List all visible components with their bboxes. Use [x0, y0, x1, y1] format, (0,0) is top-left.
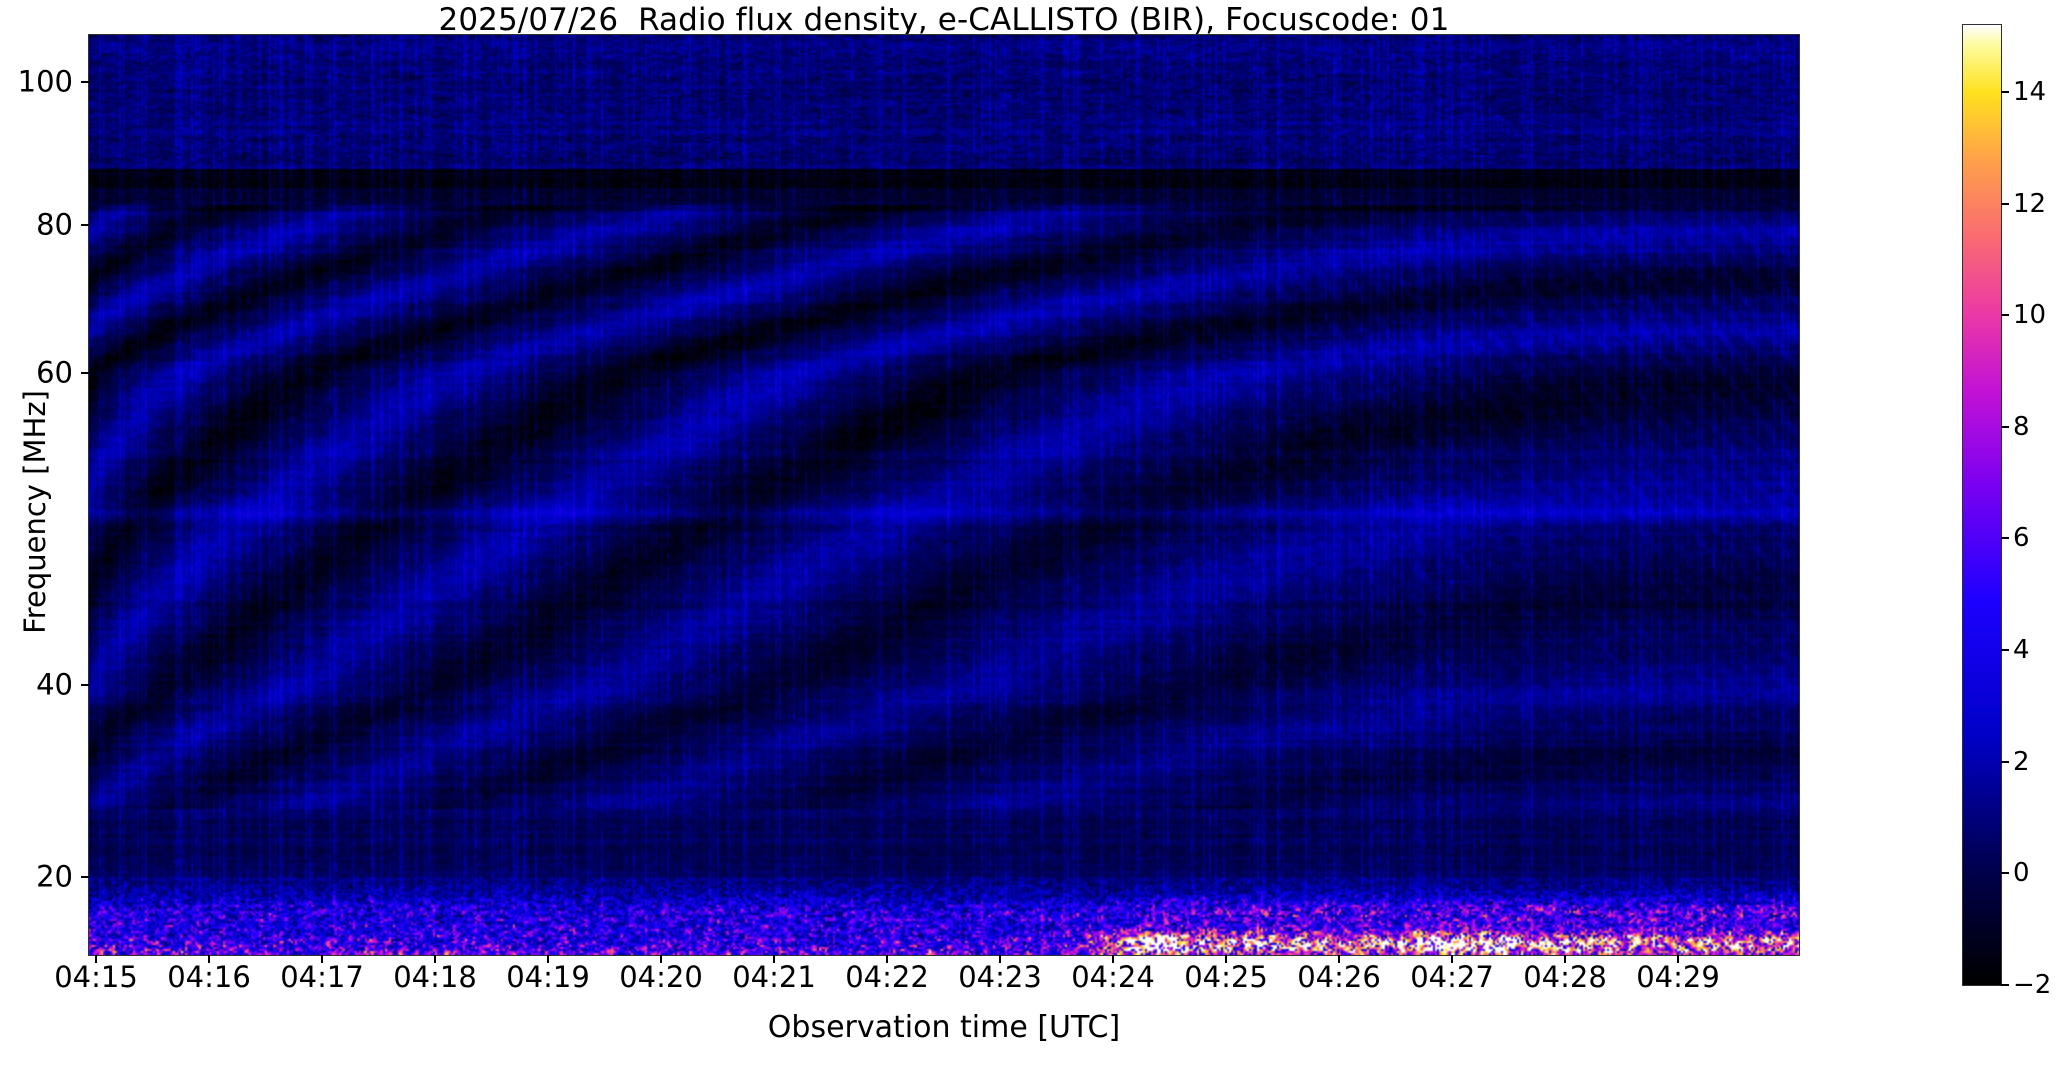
colorbar-tick-label: −2: [2013, 970, 2052, 1000]
colorbar-tick-label: 10: [2013, 300, 2047, 331]
x-tick-mark: [886, 955, 888, 963]
y-axis-label: Frequency [MHz]: [18, 390, 52, 634]
spectrogram-plot-area[interactable]: [89, 35, 1799, 955]
colorbar-tick-mark: [2001, 537, 2009, 540]
colorbar-tick-mark: [2001, 202, 2009, 205]
x-tick-mark: [1451, 955, 1453, 963]
x-tick-label: 04:17: [280, 960, 364, 994]
colorbar-tick-label: 2: [2013, 746, 2030, 777]
x-tick-mark: [95, 955, 97, 963]
x-tick-mark: [1225, 955, 1227, 963]
colorbar-tick-label: 14: [2013, 76, 2047, 107]
x-tick-label: 04:18: [393, 960, 477, 994]
x-tick-label: 04:23: [958, 960, 1042, 994]
colorbar-tick-mark: [2001, 425, 2009, 428]
y-tick-label: 60: [36, 355, 73, 390]
x-tick-mark: [547, 955, 549, 963]
colorbar-tick-mark: [2001, 314, 2009, 317]
x-tick-label: 04:21: [732, 960, 816, 994]
y-tick-label: 80: [36, 207, 73, 242]
y-tick-mark: [81, 876, 89, 878]
x-tick-mark: [773, 955, 775, 963]
x-tick-label: 04:24: [1071, 960, 1155, 994]
colorbar-tick-mark: [2001, 90, 2009, 93]
colorbar-tick-mark: [2001, 649, 2009, 652]
colorbar-tick-label: 12: [2013, 188, 2047, 219]
x-tick-mark: [1338, 955, 1340, 963]
colorbar[interactable]: [1963, 25, 2001, 985]
x-tick-label: 04:29: [1636, 960, 1720, 994]
spectrogram-image: [89, 35, 1799, 955]
y-tick-label: 40: [36, 667, 73, 702]
x-axis-label: Observation time [UTC]: [767, 1010, 1121, 1045]
colorbar-tick-mark: [2001, 984, 2009, 986]
x-tick-label: 04:15: [54, 960, 138, 994]
y-tick-mark: [81, 224, 89, 226]
colorbar-tick-label: 6: [2013, 523, 2030, 554]
y-tick-mark: [81, 684, 89, 686]
x-tick-mark: [208, 955, 210, 963]
x-tick-label: 04:27: [1410, 960, 1494, 994]
x-tick-mark: [1564, 955, 1566, 963]
colorbar-tick-label: 4: [2013, 635, 2030, 666]
y-tick-label: 20: [36, 859, 73, 894]
x-tick-label: 04:19: [506, 960, 590, 994]
y-tick-mark: [81, 81, 89, 83]
page-title: 2025/07/26 Radio flux density, e-CALLIST…: [438, 2, 1450, 38]
colorbar-gradient: [1963, 25, 2001, 985]
x-tick-mark: [1112, 955, 1114, 963]
x-tick-mark: [999, 955, 1001, 963]
x-tick-mark: [660, 955, 662, 963]
x-tick-label: 04:16: [167, 960, 251, 994]
colorbar-tick-mark: [2001, 760, 2009, 763]
x-tick-mark: [1677, 955, 1679, 963]
colorbar-tick-label: 8: [2013, 411, 2030, 442]
x-tick-label: 04:20: [619, 960, 703, 994]
x-tick-mark: [434, 955, 436, 963]
x-tick-label: 04:26: [1297, 960, 1381, 994]
colorbar-tick-label: 0: [2013, 858, 2030, 889]
y-tick-label: 100: [17, 64, 73, 99]
x-tick-label: 04:22: [845, 960, 929, 994]
colorbar-tick-mark: [2001, 872, 2009, 875]
x-tick-mark: [321, 955, 323, 963]
x-tick-label: 04:28: [1523, 960, 1607, 994]
x-tick-label: 04:25: [1184, 960, 1268, 994]
y-tick-mark: [81, 372, 89, 374]
